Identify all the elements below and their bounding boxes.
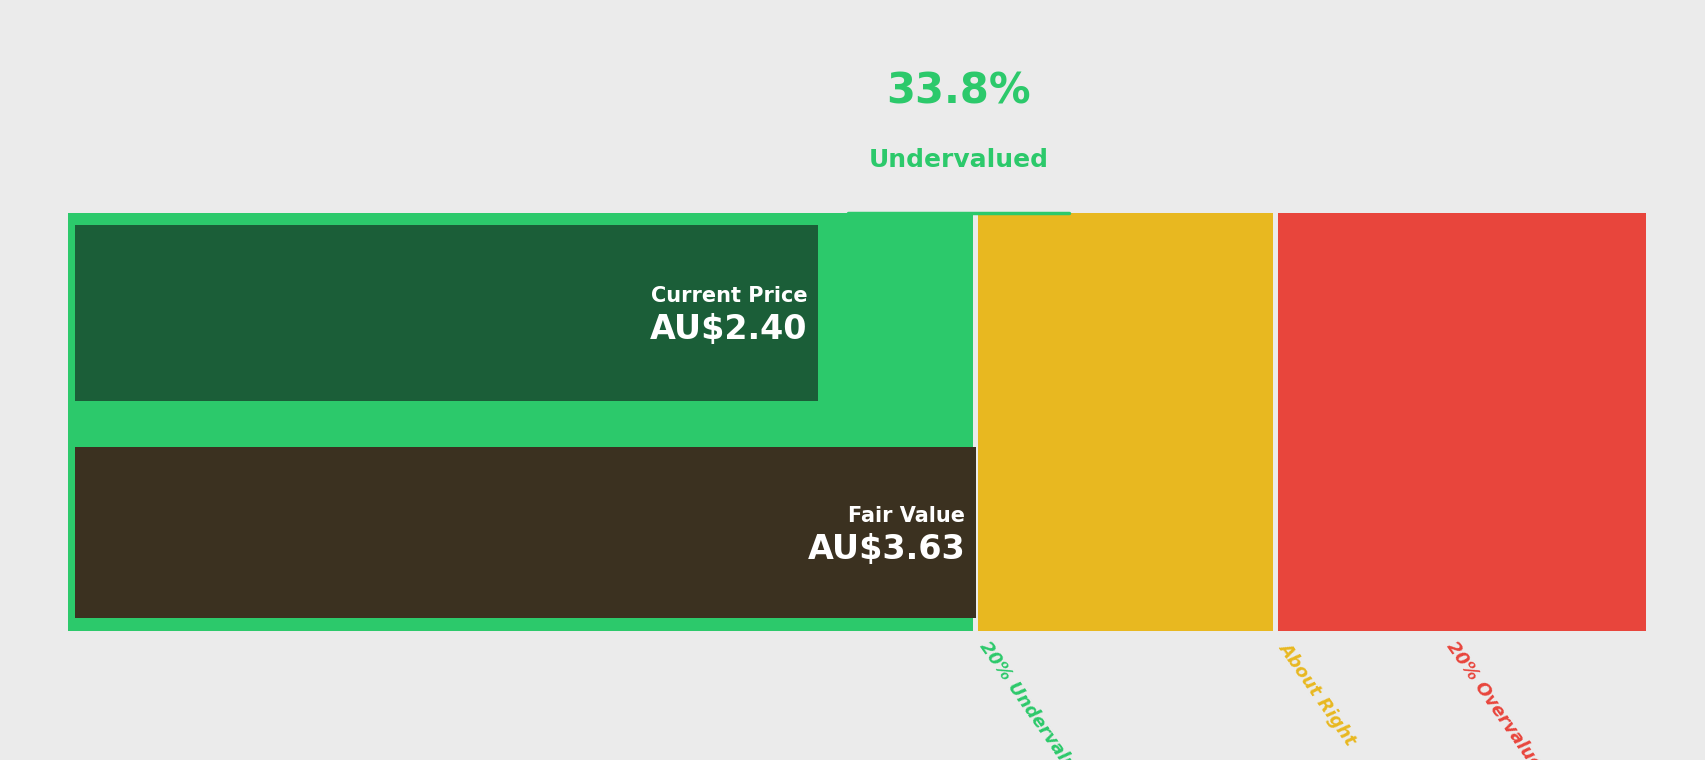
Text: AU$3.63: AU$3.63 <box>806 533 965 565</box>
Bar <box>68 213 975 631</box>
Text: Undervalued: Undervalued <box>868 147 1049 172</box>
Bar <box>75 447 975 619</box>
Text: About Right: About Right <box>1275 638 1359 748</box>
Bar <box>1275 213 1645 631</box>
Bar <box>975 213 1275 631</box>
Bar <box>1272 213 1277 631</box>
Bar <box>75 226 817 401</box>
Text: Fair Value: Fair Value <box>847 506 965 526</box>
Text: 20% Undervalued: 20% Undervalued <box>975 638 1093 760</box>
Text: Current Price: Current Price <box>651 287 806 306</box>
Text: 33.8%: 33.8% <box>885 70 1030 112</box>
Text: 20% Overvalued: 20% Overvalued <box>1441 638 1552 760</box>
Bar <box>972 213 977 631</box>
Text: AU$2.40: AU$2.40 <box>650 313 806 347</box>
